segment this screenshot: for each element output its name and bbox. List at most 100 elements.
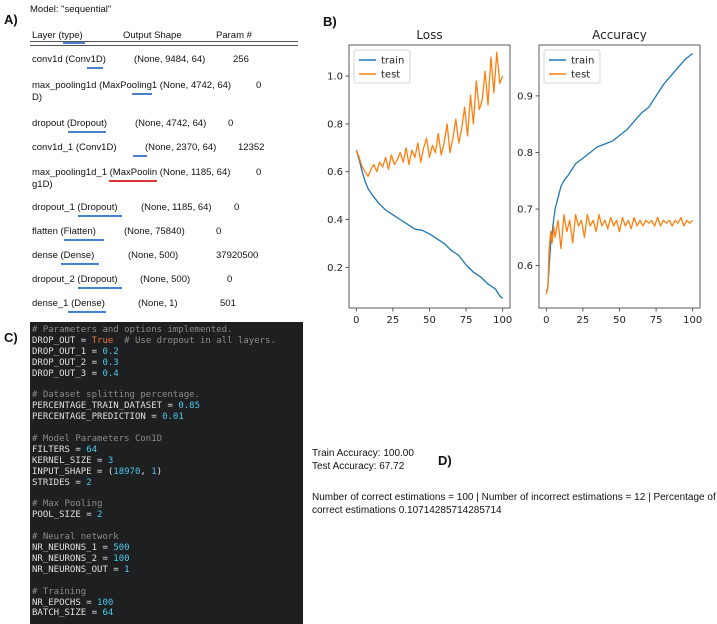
code-token: 0.85 <box>178 401 200 412</box>
x-tick-label: 50 <box>613 315 626 326</box>
code-token: = <box>145 412 163 423</box>
row-shape-9: (None, 1) <box>138 298 178 309</box>
code-token: STRIDES <box>32 477 70 488</box>
legend-label-test: test <box>381 70 400 81</box>
x-tick-label: 75 <box>650 315 663 326</box>
row-layer-0: conv1d (Conv1D) <box>32 54 106 65</box>
code-token: # Max Pooling <box>32 499 103 510</box>
row-params-9: 501 <box>220 298 236 309</box>
code-token: 0.3 <box>102 357 119 368</box>
code-token: = <box>97 553 114 564</box>
code-token: # Model Parameters Con1D <box>32 434 163 444</box>
code-token: 1 <box>151 466 157 477</box>
code-token: = ( <box>91 466 114 477</box>
y-tick-label: 0.8 <box>327 119 343 130</box>
code-token: 1 <box>124 564 130 575</box>
row-params-6: 0 <box>216 226 222 237</box>
underline-3 <box>133 155 147 157</box>
test-accuracy: Test Accuracy: 67.72 <box>312 461 405 472</box>
code-token: 64 <box>86 444 98 455</box>
code-line: # Neural network <box>32 532 119 542</box>
row-shape-8: (None, 500) <box>140 274 191 285</box>
panel-label-b: B) <box>323 14 337 29</box>
row-layer-1-cont: D) <box>32 92 43 103</box>
row-params-8: 0 <box>227 274 233 285</box>
code-token: = <box>86 608 103 619</box>
y-tick-label: 0.6 <box>517 261 533 272</box>
plot-frame <box>538 44 701 309</box>
code-token: = <box>86 346 103 357</box>
row-shape-3: (None, 2370, 64) <box>145 142 217 153</box>
row-layer-1: max_pooling1d (MaxPooling1 (None, 4742, … <box>32 80 232 91</box>
code-line: BATCH_SIZE = 64 <box>32 608 113 618</box>
row-layer-4: max_pooling1d_1 (MaxPoolin (None, 1185, … <box>32 167 231 178</box>
underline-1 <box>132 93 152 95</box>
panel-label-c: C) <box>4 330 18 345</box>
code-token: # Neural network <box>32 532 119 543</box>
code-token: 18970 <box>113 466 141 477</box>
x-tick-label: 25 <box>577 315 590 326</box>
code-token: NR_NEURONS_1 <box>32 543 98 553</box>
code-line: DROP_OUT_1 = 0.2 <box>32 347 119 357</box>
code-token: PERCENTAGE_TRAIN_DATASET <box>32 401 163 412</box>
underline-2 <box>68 131 106 133</box>
series-line-train <box>355 150 504 299</box>
row-params-1: 0 <box>256 80 262 91</box>
x-tick-label: 100 <box>493 315 512 326</box>
train-accuracy: Train Accuracy: 100.00 <box>312 448 414 459</box>
code-token: FILTERS <box>32 444 70 455</box>
code-token: = <box>86 368 103 379</box>
row-shape-2: (None, 4742, 64) <box>135 118 207 129</box>
row-params-0: 256 <box>233 54 249 65</box>
code-token: # Parameters and options implemented. <box>32 325 233 335</box>
row-layer-3: conv1d_1 (Conv1D) <box>32 142 117 153</box>
row-params-4: 0 <box>256 167 262 178</box>
separator <box>30 41 298 46</box>
code-editor: # Parameters and options implemented. DRO… <box>30 322 303 624</box>
code-token: = <box>97 543 114 553</box>
y-tick-label: 0.8 <box>517 148 533 159</box>
underline-8 <box>78 287 122 289</box>
code-token: POOL_SIZE <box>32 510 81 521</box>
x-tick-label: 50 <box>423 315 436 326</box>
code-line: # Dataset splitting percentage. <box>32 390 200 400</box>
series-line-test <box>355 51 504 178</box>
code-token: DROP_OUT <box>32 335 76 346</box>
code-token: = <box>69 444 87 455</box>
code-line: KERNEL_SIZE = 3 <box>32 456 113 466</box>
row-shape-7: (None, 500) <box>128 250 179 261</box>
code-line: NR_EPOCHS = 100 <box>32 598 113 608</box>
chart-1: Accuracy 0 25 50 75 100 0.6 0.7 0.8 0.9 train test <box>517 28 702 326</box>
code-token: 100 <box>97 597 114 608</box>
underline-4 <box>109 180 157 182</box>
code-line: # Model Parameters Con1D <box>32 434 162 444</box>
code-line: POOL_SIZE = 2 <box>32 510 102 520</box>
y-tick-label: 0.2 <box>327 263 343 274</box>
row-shape-6: (None, 75840) <box>124 226 185 237</box>
code-token: # Use dropout in all layers. <box>113 335 276 346</box>
code-line: NR_NEURONS_1 = 500 <box>32 543 130 553</box>
x-tick-label: 0 <box>353 315 359 326</box>
code-token: 0.4 <box>102 368 119 379</box>
underline-5 <box>78 215 122 217</box>
x-tick-label: 25 <box>387 315 400 326</box>
code-token: # Dataset splitting percentage. <box>32 390 200 401</box>
code-line: INPUT_SHAPE = (18970, 1) <box>32 467 162 477</box>
legend-label-train: train <box>571 56 594 67</box>
row-layer-8: dropout_2 (Dropout) <box>32 274 118 285</box>
row-params-3: 12352 <box>238 142 265 153</box>
code-line: DROP_OUT_2 = 0.3 <box>32 358 119 368</box>
code-token: , <box>140 466 152 477</box>
code-token: 3 <box>107 455 114 466</box>
code-token: True <box>91 335 114 346</box>
panel-label-d: D) <box>438 453 452 468</box>
code-line: # Max Pooling <box>32 499 102 509</box>
code-token: 500 <box>113 543 130 553</box>
code-line: # Training <box>32 587 86 597</box>
row-params-2: 0 <box>228 118 234 129</box>
code-token: 2 <box>97 510 103 521</box>
y-tick-label: 0.7 <box>517 205 533 216</box>
code-token: NR_NEURONS_2 <box>32 553 98 564</box>
code-token: 0.01 <box>162 412 184 423</box>
code-line: DROP_OUT = True # Use dropout in all lay… <box>32 336 276 346</box>
